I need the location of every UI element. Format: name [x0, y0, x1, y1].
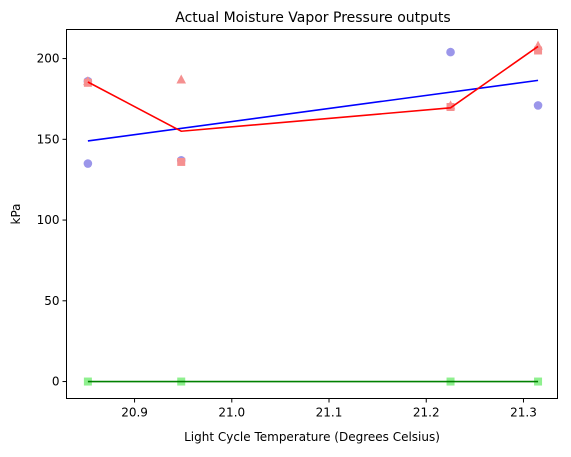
- y-axis: 0 50 100 150 200: [37, 52, 67, 389]
- x-tick-label: 20.9: [121, 406, 148, 420]
- x-tick-label: 21.3: [510, 406, 537, 420]
- y-tick-label: 100: [37, 213, 60, 227]
- y-tick-label: 150: [37, 132, 60, 146]
- plot-frame: [66, 29, 558, 399]
- x-axis: 20.9 21.0 21.1 21.2 21.3: [121, 398, 537, 420]
- y-tick-label: 50: [44, 294, 59, 308]
- x-tick-label: 21.0: [218, 406, 245, 420]
- y-axis-label: kPa: [9, 204, 23, 225]
- data-point-square: [177, 157, 186, 166]
- data-point-circle: [446, 47, 455, 57]
- x-tick-label: 21.1: [316, 406, 343, 420]
- data-point-square: [534, 46, 543, 55]
- data-point-circle: [533, 101, 543, 110]
- y-tick-label: 0: [52, 375, 60, 389]
- series-line: [87, 45, 539, 133]
- series-line: [87, 79, 539, 142]
- y-tick-label: 200: [37, 52, 60, 66]
- chart-title: Actual Moisture Vapor Pressure outputs: [175, 10, 450, 26]
- data-point-circle: [83, 159, 93, 168]
- x-axis-label: Light Cycle Temperature (Degrees Celsius…: [184, 430, 440, 444]
- plot-marks: [83, 40, 543, 386]
- x-tick-label: 21.2: [413, 406, 440, 420]
- data-point-triangle: [176, 74, 187, 84]
